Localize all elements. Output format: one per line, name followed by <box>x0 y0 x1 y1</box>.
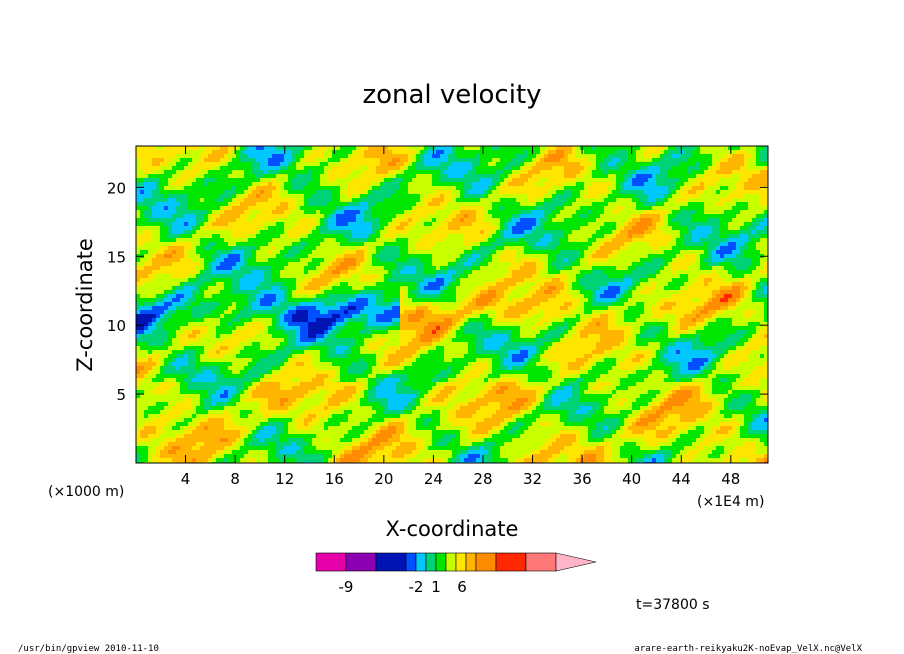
colorbar-segment <box>425 552 437 572</box>
colorbar-segment <box>465 552 477 572</box>
colorbar-segment <box>415 552 427 572</box>
x-tick-label: 40 <box>622 470 641 488</box>
y-tick-label: 10 <box>107 317 126 335</box>
x-tick-label: 36 <box>573 470 592 488</box>
y-tick-label: 15 <box>107 248 126 266</box>
colorbar-tick-label: -9 <box>339 578 354 596</box>
x-tick-label: 24 <box>424 470 443 488</box>
x-tick-label: 16 <box>325 470 344 488</box>
colorbar-segment <box>315 552 347 572</box>
chart-title: zonal velocity <box>362 80 541 110</box>
colorbar-segment <box>345 552 377 572</box>
x-tick-label: 12 <box>275 470 294 488</box>
footer-left: /usr/bin/gpview 2010-11-10 <box>18 644 159 654</box>
colorbar-segment <box>445 552 457 572</box>
colorbar-arrow <box>555 552 597 572</box>
colorbar-tick-label: 6 <box>457 578 467 596</box>
y-tick-label: 5 <box>116 386 126 404</box>
x-tick-label: 20 <box>374 470 393 488</box>
x-axis-ticks: 4 8 12 16 20 24 28 32 36 40 44 48 <box>181 146 740 488</box>
colorbar-segment <box>475 552 497 572</box>
x-tick-label: 44 <box>672 470 691 488</box>
x-tick-label: 48 <box>721 470 740 488</box>
y-axis-ticks: 5 10 15 20 <box>107 179 768 404</box>
colorbar-segment <box>495 552 527 572</box>
colorbar-segment <box>435 552 447 572</box>
y-tick-label: 20 <box>107 179 126 197</box>
x-unit-left: (×1000 m) <box>48 484 124 500</box>
colorbar-tick-label: 1 <box>431 578 441 596</box>
x-tick-label: 8 <box>230 470 240 488</box>
colorbar-segment <box>405 552 417 572</box>
x-tick-label: 28 <box>473 470 492 488</box>
colorbar-segment <box>525 552 557 572</box>
colorbar-tick-label: -2 <box>409 578 424 596</box>
time-label: t=37800 s <box>636 597 710 613</box>
x-axis-label: X-coordinate <box>386 517 519 541</box>
velocity-field <box>136 146 768 463</box>
colorbar <box>315 552 597 572</box>
colorbar-tick-labels: -9 -2 1 6 <box>339 578 467 596</box>
y-axis-label: Z-coordinate <box>73 238 97 372</box>
footer-right: arare-earth-reikyaku2K-noEvap_VelX.nc@Ve… <box>634 644 862 654</box>
colorbar-segment <box>455 552 467 572</box>
x-tick-label: 32 <box>523 470 542 488</box>
x-unit-right: (×1E4 m) <box>697 494 764 510</box>
plot-frame <box>135 145 769 464</box>
colorbar-segment <box>375 552 407 572</box>
x-tick-label: 4 <box>181 470 191 488</box>
